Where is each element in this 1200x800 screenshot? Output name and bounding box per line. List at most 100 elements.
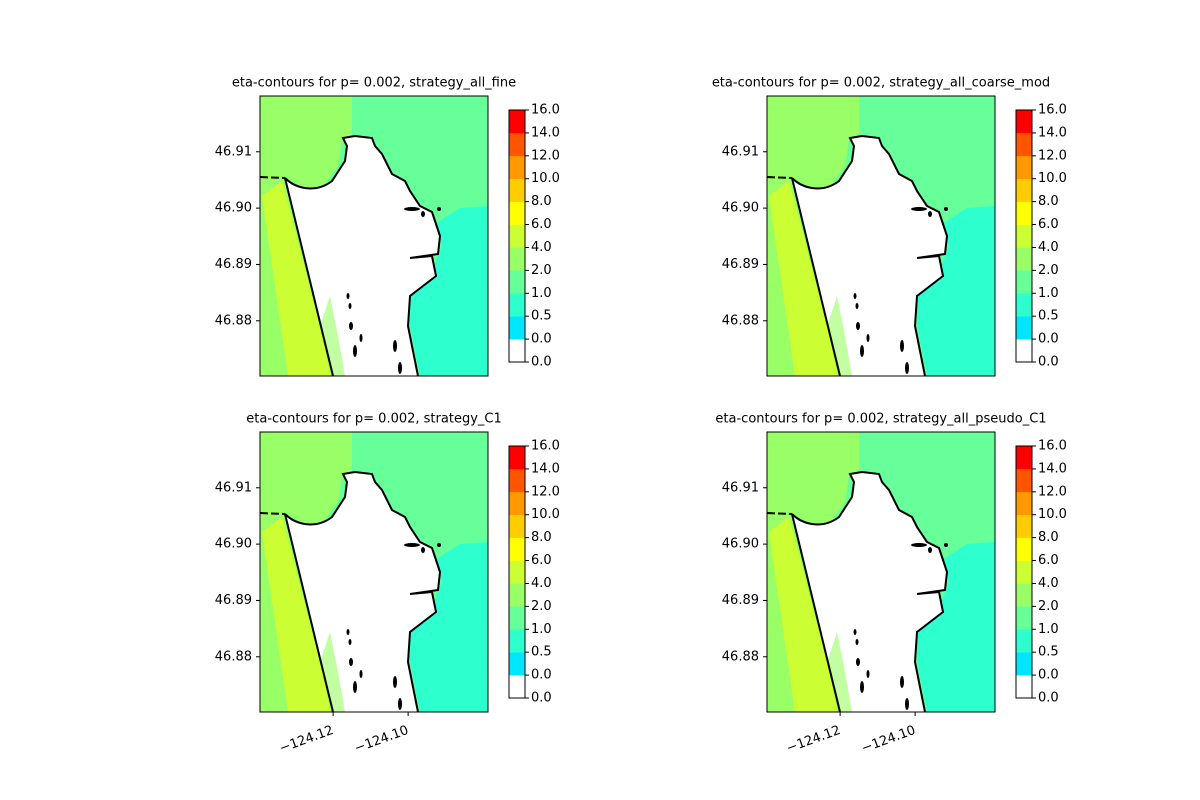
- panel-title: eta-contours for p= 0.002, strategy_all_…: [712, 76, 1050, 91]
- island: [437, 207, 441, 211]
- colorbar-segment: [509, 446, 525, 470]
- contour-region: [260, 96, 352, 188]
- island: [421, 211, 425, 217]
- colorbar-tick-label: 6.0: [1038, 217, 1059, 232]
- colorbar-tick-label: 6.0: [1038, 553, 1059, 568]
- colorbar-segment: [509, 560, 525, 584]
- colorbar-tick-label: 2.0: [1038, 263, 1059, 278]
- colorbar-frame: [508, 445, 526, 699]
- panel-title: eta-contours for p= 0.002, strategy_all_…: [715, 412, 1046, 427]
- colorbar-tick-label: 14.0: [531, 125, 560, 140]
- y-tick-label: 46.91: [722, 480, 759, 495]
- colorbar-tick-label: 0.5: [1038, 645, 1059, 660]
- colorbar-segment: [509, 629, 525, 653]
- colorbar-segment: [509, 155, 525, 180]
- colorbar-tick-label: 6.0: [531, 553, 552, 568]
- colorbar-segment: [509, 224, 525, 248]
- map: [260, 432, 488, 712]
- colorbar-frame: [1015, 109, 1033, 363]
- colorbar-tick-label: 4.0: [1038, 240, 1059, 255]
- island: [860, 345, 864, 357]
- colorbar-tick-label: 6.0: [531, 217, 552, 232]
- contour-region: [827, 296, 852, 376]
- y-tick-label: 46.91: [215, 480, 252, 495]
- contour-region: [769, 517, 840, 712]
- colorbar-segment: [1016, 468, 1032, 493]
- colorbar-segment: [509, 514, 525, 538]
- panel-title: eta-contours for p= 0.002, strategy_C1: [246, 412, 501, 427]
- island: [866, 334, 870, 342]
- axes-frame: [259, 431, 489, 713]
- island: [359, 670, 363, 678]
- island: [359, 334, 363, 342]
- coastline: [791, 513, 841, 712]
- colorbar-tick-label: 4.0: [531, 576, 552, 591]
- colorbar-segment: [1016, 606, 1032, 630]
- colorbar-tick-label: 8.0: [531, 194, 552, 209]
- colorbar-segment: [1016, 316, 1032, 340]
- island: [404, 207, 420, 211]
- colorbar-tick-label: 8.0: [1038, 194, 1059, 209]
- island: [404, 543, 420, 547]
- contour-region: [260, 432, 352, 524]
- colorbar-tick-label: 2.0: [531, 599, 552, 614]
- colorbar-tick-label: 12.0: [1038, 484, 1067, 499]
- map: [767, 432, 995, 712]
- contour-region: [320, 632, 345, 712]
- colorbar-segment: [509, 178, 525, 202]
- colorbar-segment: [1016, 224, 1032, 248]
- coastline: [791, 470, 949, 712]
- colorbar-tick-label: 0.0: [1038, 668, 1059, 683]
- axes-frame: [766, 431, 996, 713]
- island: [911, 543, 927, 547]
- contour-region: [262, 517, 333, 712]
- y-tick-label: 46.88: [215, 649, 252, 664]
- island: [349, 322, 353, 330]
- contour-region: [767, 96, 859, 188]
- colorbar-frame: [508, 109, 526, 363]
- x-tick-label: −124.10: [353, 723, 411, 756]
- island: [421, 547, 425, 553]
- contour-region: [410, 206, 488, 376]
- coastline: [260, 512, 286, 515]
- colorbar-segment: [509, 583, 525, 607]
- colorbar-tick-label: 10.0: [531, 171, 560, 186]
- colorbar-segment: [1016, 155, 1032, 180]
- y-tick-label: 46.88: [722, 649, 759, 664]
- colorbar-tick-label: 0.0: [531, 332, 552, 347]
- island: [353, 681, 357, 693]
- panel: eta-contours for p= 0.002, strategy_all_…: [715, 412, 1067, 757]
- coastline: [284, 470, 442, 712]
- island: [348, 639, 352, 645]
- panel-title: eta-contours for p= 0.002, strategy_all_…: [232, 76, 516, 91]
- coastline: [791, 134, 949, 376]
- colorbar-tick-label: 0.0: [531, 668, 552, 683]
- colorbar-segment: [1016, 491, 1032, 516]
- y-tick-label: 46.89: [215, 593, 252, 608]
- island: [437, 543, 441, 547]
- y-tick-label: 46.91: [722, 144, 759, 159]
- axes-frame: [766, 95, 996, 377]
- coastline: [284, 134, 442, 376]
- colorbar-segment: [1016, 293, 1032, 317]
- colorbar-segment: [509, 270, 525, 294]
- contour-region: [320, 296, 345, 376]
- y-tick-label: 46.91: [215, 144, 252, 159]
- island: [346, 629, 350, 635]
- y-tick-label: 46.89: [722, 593, 759, 608]
- panel: eta-contours for p= 0.002, strategy_all_…: [215, 76, 560, 377]
- colorbar-segment: [509, 201, 525, 225]
- colorbar-tick-label: 0.5: [1038, 309, 1059, 324]
- colorbar-tick-label: 10.0: [531, 507, 560, 522]
- colorbar-tick-label: 0.0: [1038, 332, 1059, 347]
- island: [928, 547, 932, 553]
- island: [353, 345, 357, 357]
- island: [856, 322, 860, 330]
- colorbar-segment: [509, 491, 525, 516]
- colorbar-segment: [509, 110, 525, 134]
- island: [853, 293, 857, 299]
- y-tick-label: 46.90: [215, 201, 252, 216]
- colorbar-tick-label: 0.5: [531, 309, 552, 324]
- colorbar-segment: [509, 293, 525, 317]
